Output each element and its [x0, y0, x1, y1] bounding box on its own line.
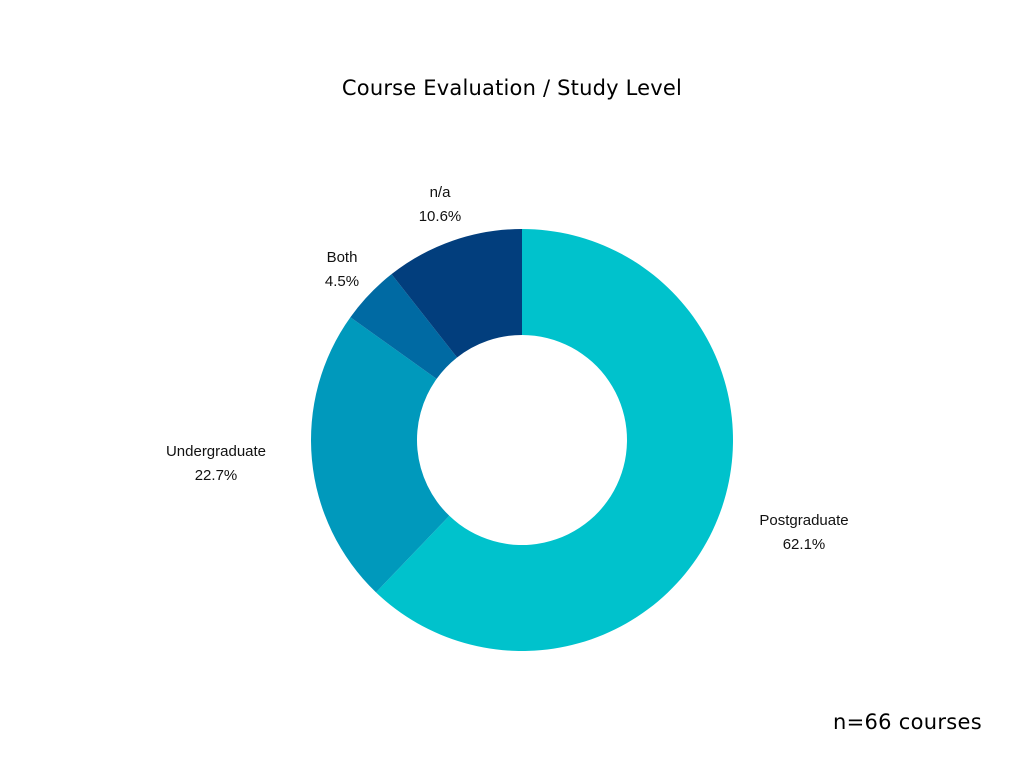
- slice-value-postgraduate: 62.1%: [783, 536, 826, 553]
- slice-value-undergraduate: 22.7%: [195, 467, 238, 484]
- slice-undergraduate: [311, 317, 450, 593]
- slice-both: [350, 274, 458, 379]
- slice-postgraduate: [376, 229, 733, 651]
- slice-n-a: [391, 229, 522, 358]
- chart-title: Course Evaluation / Study Level: [341, 76, 683, 100]
- slice-label-postgraduate: Postgraduate: [759, 512, 848, 529]
- sample-size-note: n=66 courses: [832, 710, 982, 734]
- slice-value-n-a: 10.6%: [419, 208, 462, 225]
- slice-label-undergraduate: Undergraduate: [166, 443, 266, 460]
- slice-value-both: 4.5%: [325, 273, 359, 290]
- slice-label-n-a: n/a: [430, 184, 452, 201]
- slice-label-both: Both: [327, 249, 358, 266]
